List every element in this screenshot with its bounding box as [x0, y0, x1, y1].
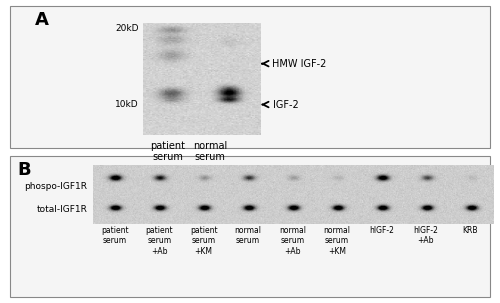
- Text: KRB: KRB: [462, 226, 478, 235]
- Text: patient
serum: patient serum: [150, 141, 185, 162]
- Text: A: A: [35, 11, 49, 28]
- Text: 20kD: 20kD: [116, 24, 139, 33]
- Text: total-IGF1R: total-IGF1R: [36, 205, 88, 214]
- Text: normal
serum
+Ab: normal serum +Ab: [279, 226, 306, 255]
- Text: B: B: [18, 161, 31, 178]
- Text: normal
serum: normal serum: [193, 141, 227, 162]
- Text: hIGF-2
+Ab: hIGF-2 +Ab: [414, 226, 438, 245]
- Text: patient
serum: patient serum: [101, 226, 128, 245]
- Text: patient
serum
+Ab: patient serum +Ab: [146, 226, 173, 255]
- Bar: [10, 156, 490, 297]
- Text: hIGF-2: hIGF-2: [369, 226, 394, 235]
- Text: patient
serum
+KM: patient serum +KM: [190, 226, 218, 255]
- Text: HMW IGF-2: HMW IGF-2: [272, 58, 327, 69]
- Text: normal
serum
+KM: normal serum +KM: [324, 226, 350, 255]
- Text: phospo-IGF1R: phospo-IGF1R: [24, 182, 88, 191]
- Text: 10kD: 10kD: [116, 100, 139, 109]
- Text: normal
serum: normal serum: [234, 226, 262, 245]
- Text: IGF-2: IGF-2: [272, 99, 298, 110]
- Bar: [10, 6, 490, 148]
